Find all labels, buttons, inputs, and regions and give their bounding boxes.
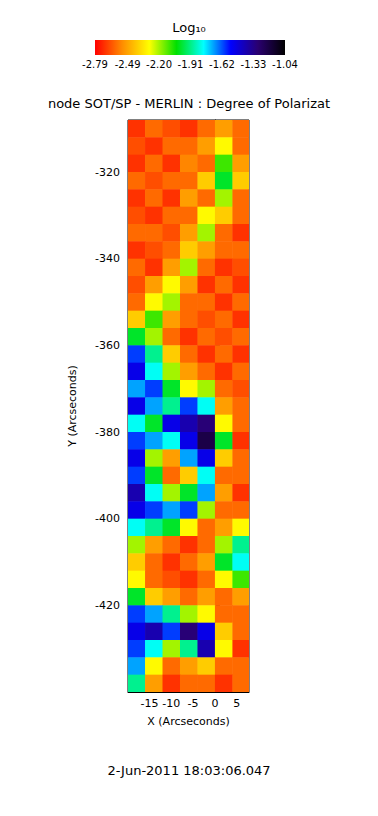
- svg-text:-2.49: -2.49: [115, 59, 141, 70]
- svg-text:5: 5: [233, 697, 240, 710]
- svg-text:-420: -420: [95, 599, 120, 612]
- svg-text:X (Arcseconds): X (Arcseconds): [147, 715, 229, 728]
- svg-text:-380: -380: [95, 426, 120, 439]
- svg-text:2-Jun-2011 18:03:06.047: 2-Jun-2011 18:03:06.047: [107, 763, 270, 778]
- svg-text:-2.79: -2.79: [82, 59, 108, 70]
- svg-text:-1.91: -1.91: [178, 59, 204, 70]
- svg-text:0: 0: [211, 697, 218, 710]
- svg-text:-2.20: -2.20: [146, 59, 172, 70]
- svg-text:-360: -360: [95, 339, 120, 352]
- svg-text:-15: -15: [140, 697, 158, 710]
- svg-text:node SOT/SP - MERLIN : Degree: node SOT/SP - MERLIN : Degree of Polariz…: [48, 96, 330, 111]
- svg-text:-320: -320: [95, 166, 120, 179]
- svg-text:-1.33: -1.33: [241, 59, 267, 70]
- svg-text:-1.62: -1.62: [209, 59, 235, 70]
- svg-text:-400: -400: [95, 512, 120, 525]
- svg-text:-5: -5: [188, 697, 199, 710]
- svg-text:Y (Arcseconds): Y (Arcseconds): [66, 365, 79, 448]
- svg-text:Log₁₀: Log₁₀: [172, 20, 206, 35]
- svg-text:-1.04: -1.04: [272, 59, 298, 70]
- svg-text:-340: -340: [95, 252, 120, 265]
- svg-text:-10: -10: [162, 697, 180, 710]
